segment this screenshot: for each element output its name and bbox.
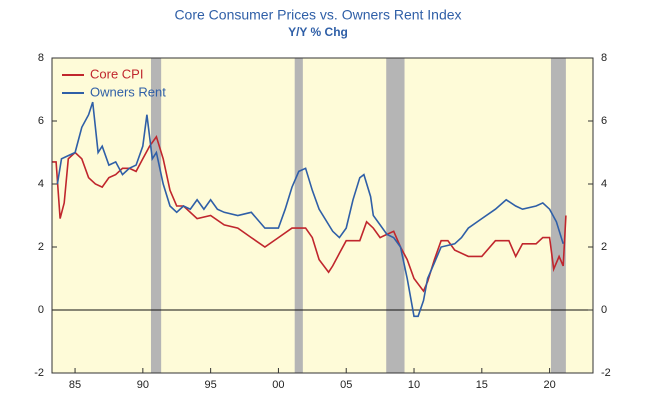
recession-band <box>294 58 303 373</box>
x-tick-label: 95 <box>205 379 217 391</box>
x-tick-label: 20 <box>543 379 555 391</box>
chart-title: Core Consumer Prices vs. Owners Rent Ind… <box>174 7 461 23</box>
y2-tick-label: 0 <box>601 304 607 316</box>
data-line <box>52 135 567 293</box>
y-tick-label: 2 <box>38 241 44 253</box>
legend-label: Core CPI <box>90 66 143 81</box>
x-tick-label: 15 <box>476 379 488 391</box>
y-tick-label: 6 <box>38 115 44 127</box>
x-tick-label: 85 <box>69 379 81 391</box>
x-tick-label: 05 <box>340 379 352 391</box>
recession-band <box>550 58 566 373</box>
recession-band <box>150 58 162 373</box>
y2-tick-label: 8 <box>601 52 607 64</box>
y-tick-label: 8 <box>38 52 44 64</box>
y-tick-label: -2 <box>34 367 44 379</box>
y-tick-label: 4 <box>38 178 44 190</box>
recession-band <box>386 58 405 373</box>
y2-tick-label: -2 <box>601 367 611 379</box>
legend-label: Owners Rent <box>90 84 166 99</box>
plot-frame <box>51 57 594 374</box>
x-tick-label: 10 <box>408 379 420 391</box>
data-line <box>56 101 564 318</box>
y2-tick-label: 4 <box>601 178 607 190</box>
y2-tick-label: 2 <box>601 241 607 253</box>
y-tick-label: 0 <box>38 304 44 316</box>
x-tick-label: 00 <box>272 379 284 391</box>
chart-subtitle: Y/Y % Chg <box>288 25 348 39</box>
y2-tick-label: 6 <box>601 115 607 127</box>
x-tick-label: 90 <box>137 379 149 391</box>
